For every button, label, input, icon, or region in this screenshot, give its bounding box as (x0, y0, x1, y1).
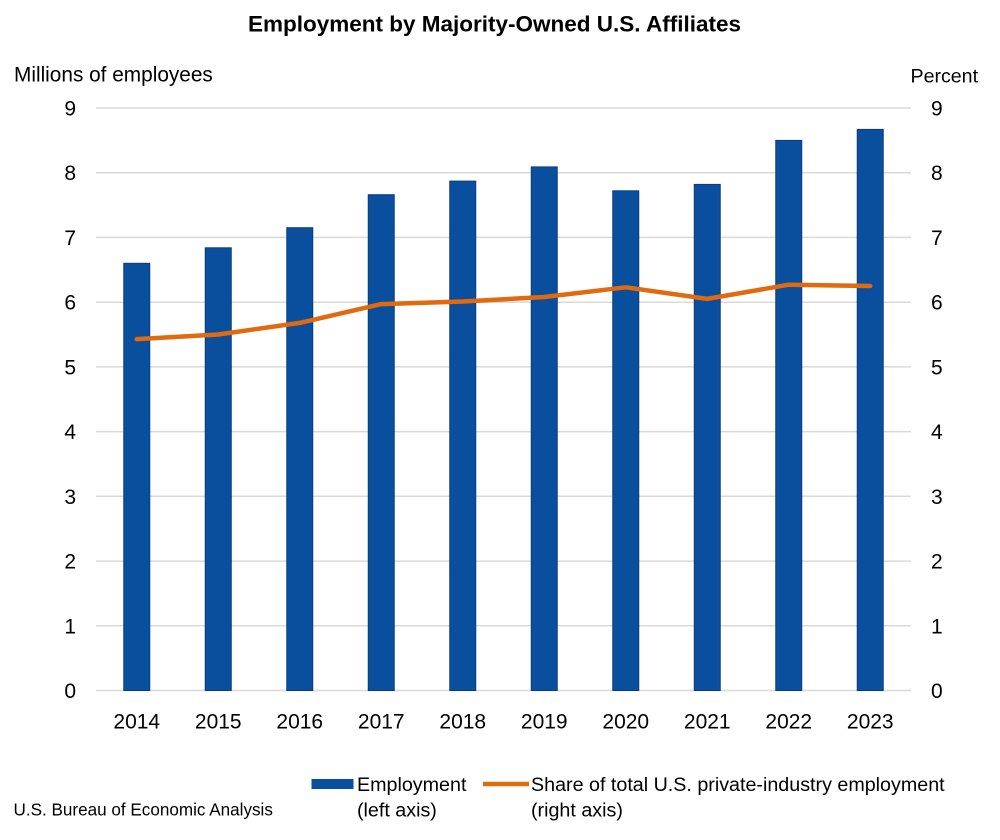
svg-text:5: 5 (931, 356, 943, 379)
svg-text:9: 9 (64, 98, 76, 121)
svg-text:Percent: Percent (911, 65, 979, 87)
svg-text:6: 6 (931, 292, 943, 315)
svg-text:2: 2 (64, 551, 76, 574)
svg-text:7: 7 (931, 227, 943, 250)
svg-text:Employment by Majority-Owned U: Employment by Majority-Owned U.S. Affili… (248, 12, 741, 37)
svg-text:2019: 2019 (521, 711, 568, 734)
svg-text:6: 6 (64, 292, 76, 315)
svg-text:2014: 2014 (113, 711, 160, 734)
svg-text:2017: 2017 (358, 711, 405, 734)
svg-text:2023: 2023 (847, 711, 894, 734)
svg-text:4: 4 (64, 421, 76, 444)
svg-text:4: 4 (931, 421, 943, 444)
svg-text:(left axis): (left axis) (357, 800, 437, 822)
svg-text:2015: 2015 (195, 711, 242, 734)
svg-text:2021: 2021 (684, 711, 731, 734)
svg-text:2020: 2020 (602, 711, 649, 734)
svg-text:8: 8 (931, 162, 943, 185)
svg-text:1: 1 (64, 615, 76, 638)
svg-text:2: 2 (931, 551, 943, 574)
svg-text:8: 8 (64, 162, 76, 185)
svg-text:0: 0 (931, 680, 943, 703)
svg-text:U.S. Bureau of Economic Analys: U.S. Bureau of Economic Analysis (14, 801, 273, 820)
svg-text:Share of total U.S. private-in: Share of total U.S. private-industry emp… (531, 774, 945, 796)
svg-text:1: 1 (931, 615, 943, 638)
svg-text:2016: 2016 (276, 711, 323, 734)
svg-text:Millions of employees: Millions of employees (14, 64, 213, 87)
svg-text:3: 3 (64, 486, 76, 509)
svg-text:Employment: Employment (357, 774, 467, 796)
svg-text:3: 3 (931, 486, 943, 509)
svg-text:2018: 2018 (439, 711, 486, 734)
svg-text:9: 9 (931, 98, 943, 121)
svg-text:5: 5 (64, 356, 76, 379)
svg-text:0: 0 (64, 680, 76, 703)
svg-text:(right axis): (right axis) (531, 800, 623, 822)
svg-text:7: 7 (64, 227, 76, 250)
svg-text:2022: 2022 (765, 711, 812, 734)
